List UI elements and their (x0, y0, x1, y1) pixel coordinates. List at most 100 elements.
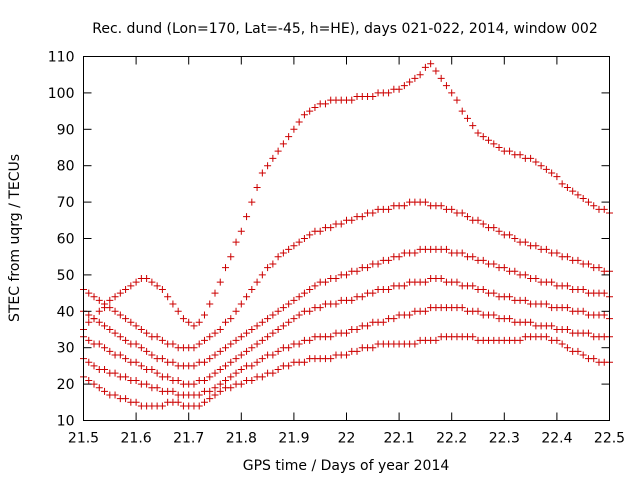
x-tick-label: 21.8 (226, 431, 257, 447)
data-point (600, 311, 608, 319)
data-point (353, 267, 361, 275)
y-tick-label: 100 (48, 86, 75, 102)
data-point (469, 253, 477, 261)
x-tick-label: 21.7 (173, 431, 204, 447)
data-point (237, 227, 245, 235)
data-point (258, 169, 266, 177)
data-point (253, 278, 261, 286)
data-point (132, 398, 140, 406)
data-point (474, 216, 482, 224)
data-point (95, 340, 103, 348)
data-point (90, 293, 98, 301)
data-point (211, 369, 219, 377)
data-point (548, 169, 556, 177)
data-point (190, 380, 198, 388)
data-point (127, 318, 135, 326)
data-points (80, 60, 613, 410)
data-point (506, 315, 514, 323)
y-tick-label: 90 (57, 122, 75, 138)
data-point (448, 205, 456, 213)
data-point (258, 373, 266, 381)
data-point (116, 311, 124, 319)
data-point (411, 340, 419, 348)
data-point (127, 282, 135, 290)
data-point (285, 362, 293, 370)
data-point (279, 249, 287, 257)
data-point (101, 322, 109, 330)
data-point (232, 336, 240, 344)
data-point (137, 326, 145, 333)
data-point (521, 238, 529, 246)
data-point (143, 347, 151, 355)
data-point (174, 376, 182, 384)
data-point (148, 278, 156, 286)
data-point (237, 300, 245, 308)
series-2 (80, 304, 613, 399)
data-point (285, 133, 293, 141)
data-point (285, 344, 293, 352)
data-point (169, 300, 177, 308)
y-tick-label: 60 (57, 232, 75, 248)
data-point (248, 344, 256, 352)
data-point (511, 235, 519, 242)
data-point (85, 336, 93, 344)
data-point (343, 271, 350, 279)
data-point (332, 300, 340, 308)
data-point (563, 326, 571, 333)
data-point (158, 336, 166, 344)
x-tick-label: 22.4 (541, 431, 572, 447)
data-point (385, 89, 393, 97)
data-point (190, 362, 198, 370)
data-point (595, 264, 603, 272)
data-point (516, 151, 524, 159)
data-point (285, 245, 293, 253)
data-point (458, 304, 466, 312)
data-point (500, 264, 508, 272)
data-point (490, 260, 498, 268)
data-point (232, 355, 240, 363)
data-point (469, 122, 477, 130)
data-point (206, 300, 214, 308)
data-point (227, 315, 235, 323)
data-point (295, 118, 303, 126)
chart-title: Rec. dund (Lon=170, Lat=-45, h=HE), days… (92, 21, 598, 37)
data-point (243, 293, 251, 301)
data-point (237, 380, 245, 388)
data-point (211, 329, 219, 337)
x-tick-label: 22.2 (436, 431, 467, 447)
data-point (600, 205, 608, 213)
data-point (243, 329, 251, 337)
data-point (200, 358, 208, 366)
data-point (364, 264, 372, 272)
data-point (200, 336, 208, 344)
data-point (369, 344, 377, 352)
data-point (106, 326, 114, 333)
data-point (542, 165, 550, 173)
data-point (116, 351, 124, 359)
data-point (290, 296, 298, 304)
data-point (574, 256, 582, 264)
data-point (216, 387, 224, 395)
data-point (411, 74, 419, 82)
data-point (453, 278, 461, 286)
data-point (300, 358, 308, 366)
data-point (327, 224, 335, 232)
data-point (132, 376, 140, 384)
data-point (227, 384, 235, 392)
data-point (300, 289, 308, 297)
data-point (274, 366, 282, 374)
data-point (364, 322, 372, 330)
data-point (353, 347, 361, 355)
data-point (164, 293, 172, 301)
data-point (148, 351, 156, 359)
data-point (590, 355, 598, 363)
data-point (101, 387, 109, 395)
data-point (143, 380, 151, 388)
data-point (511, 267, 519, 275)
x-tick-label: 21.5 (68, 431, 99, 447)
data-point (295, 311, 303, 319)
data-point (153, 384, 161, 392)
data-point (574, 347, 582, 355)
data-point (406, 78, 414, 86)
